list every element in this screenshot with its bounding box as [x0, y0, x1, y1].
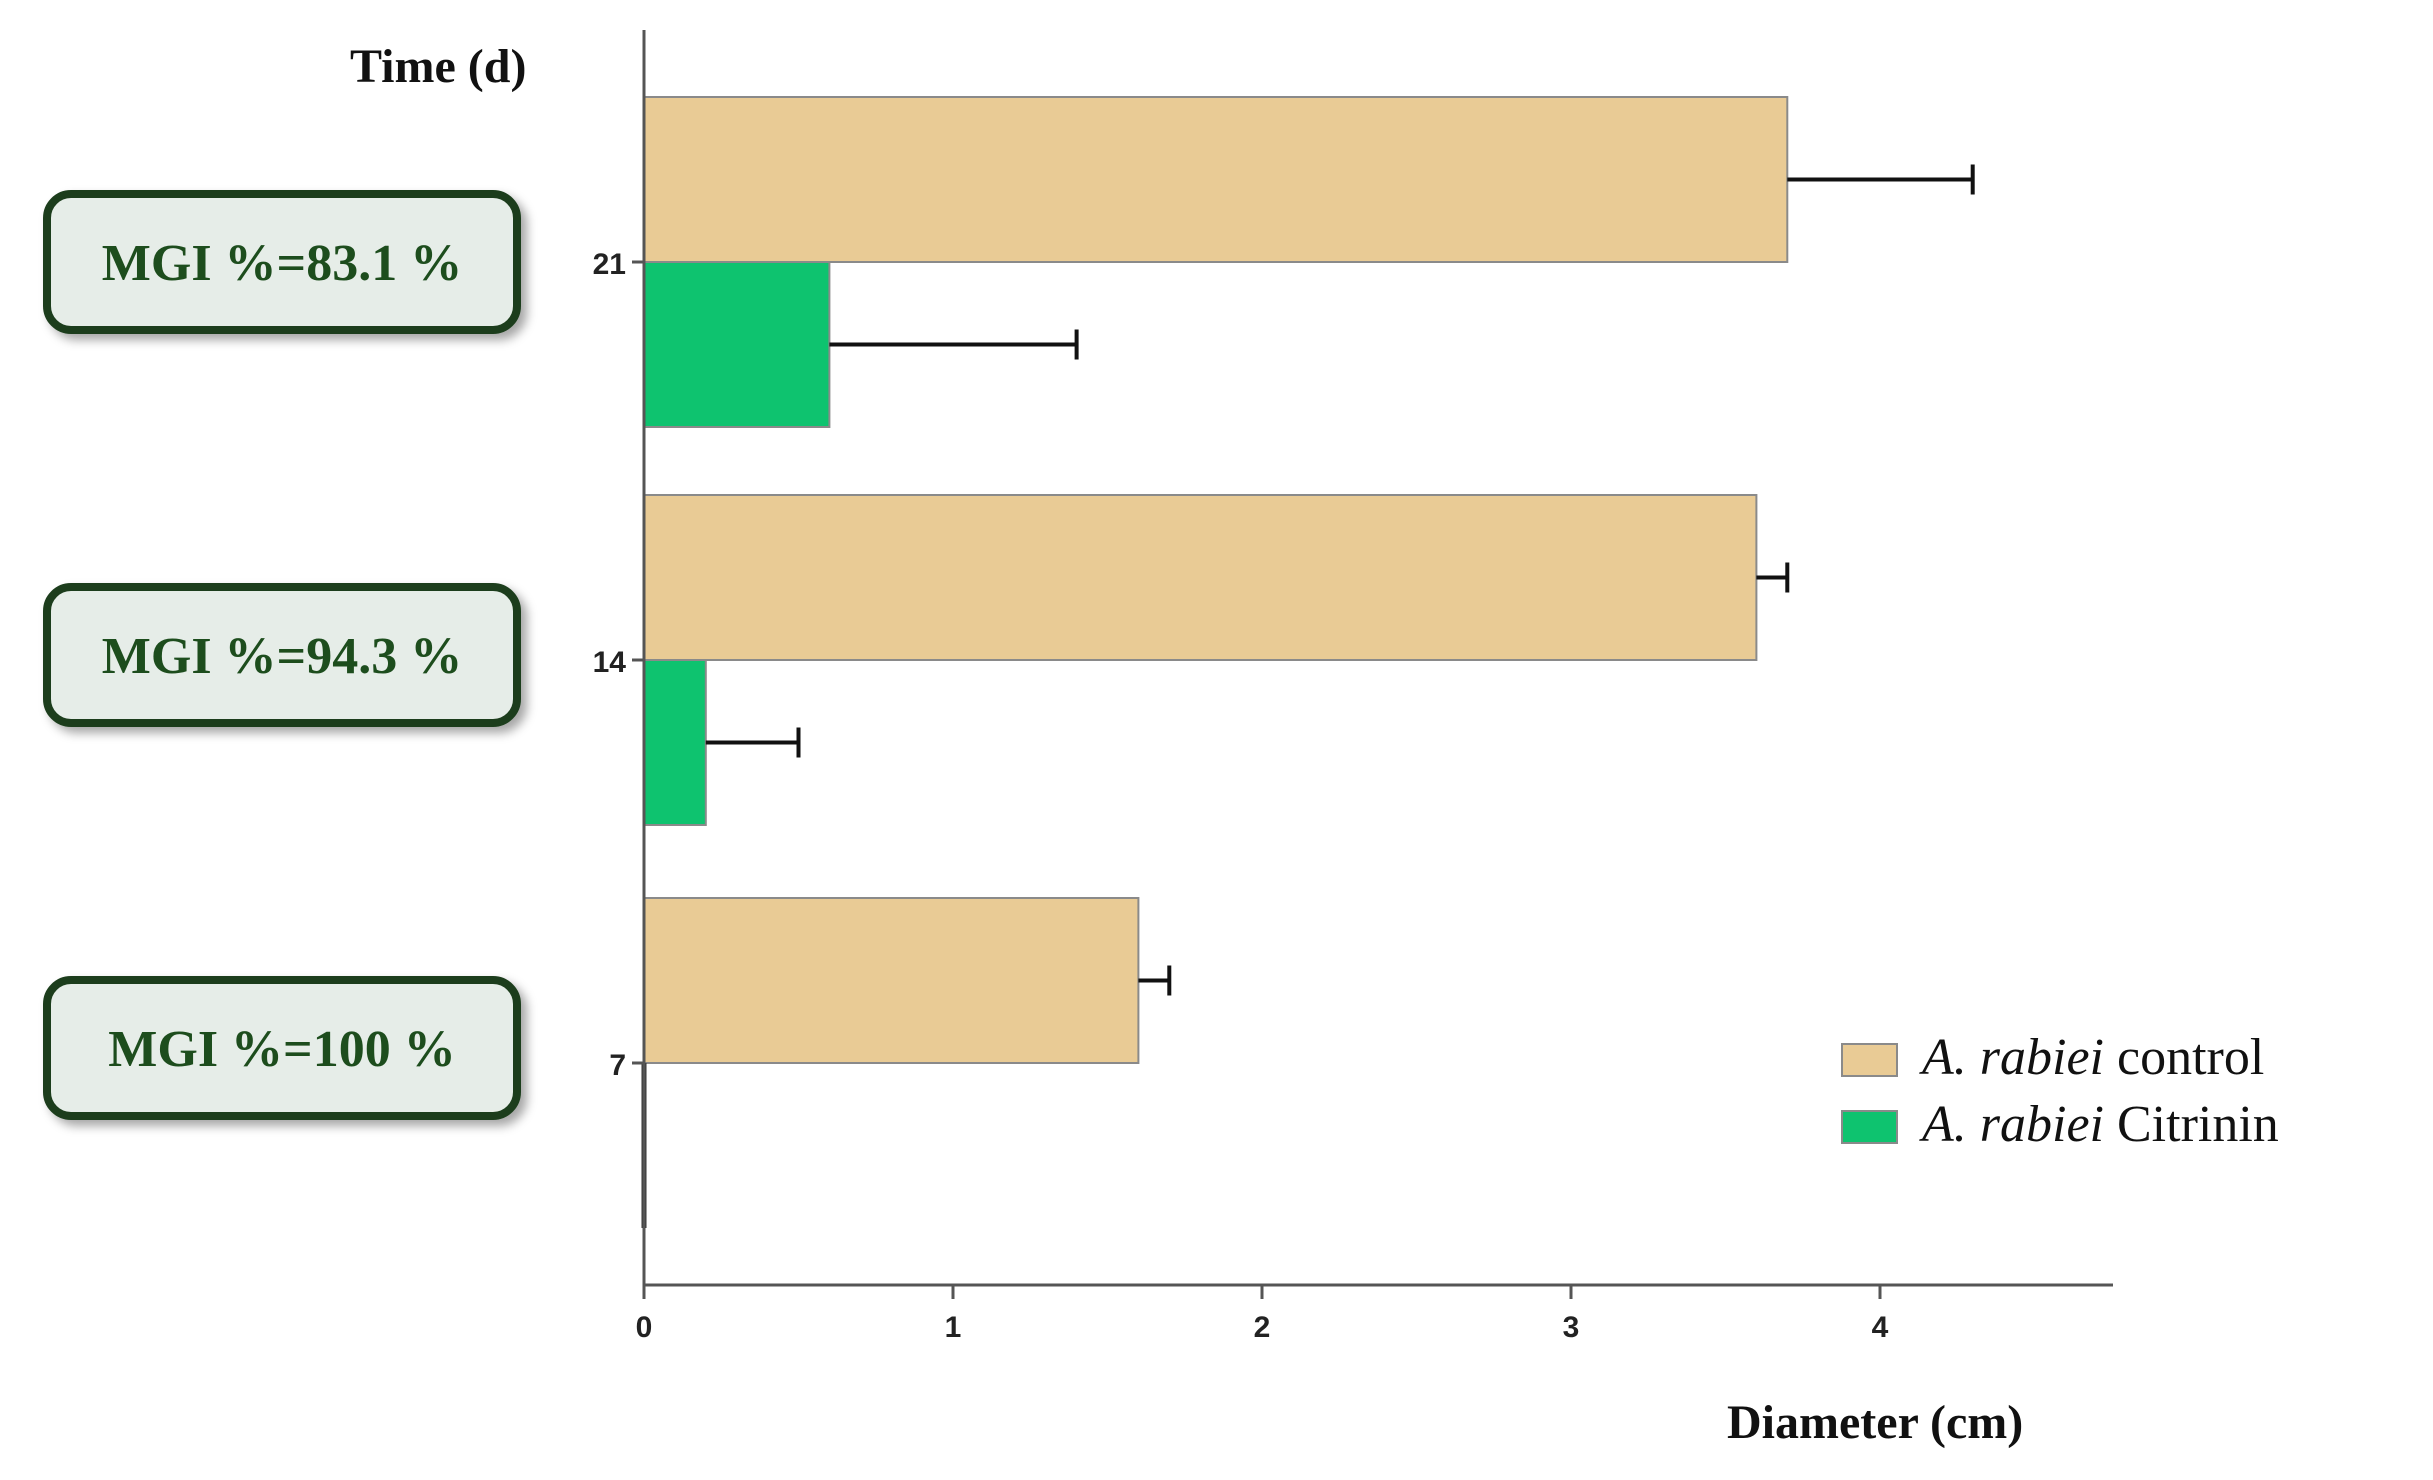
y-tick-label-21: 21	[593, 248, 626, 281]
legend-label-plain: control	[2104, 1029, 2264, 1086]
legend-label: A. rabiei Citrinin	[1919, 1096, 2279, 1153]
bar-citrinin-21	[643, 261, 831, 428]
mgi-annotation-box: MGI %=83.1 %	[43, 190, 521, 334]
y-tick-label-7: 7	[609, 1049, 626, 1082]
mgi-annotation-box: MGI %=100 %	[43, 976, 521, 1120]
x-tick-label-2: 2	[1254, 1311, 1271, 1344]
mgi-annotation-text: MGI %=94.3 %	[102, 628, 462, 685]
mgi-annotation-box: MGI %=94.3 %	[43, 583, 521, 727]
x-tick-label-0: 0	[636, 1311, 653, 1344]
mgi-annotation-frame	[43, 976, 521, 1120]
bar-control-7	[643, 897, 1140, 1064]
mgi-annotation-text: MGI %=83.1 %	[102, 235, 462, 292]
error-bars-layer	[705, 164, 1975, 996]
x-tick-label-3: 3	[1563, 1311, 1580, 1344]
legend-label-italic: A. rabiei	[1919, 1029, 2104, 1086]
y-tick-label-14: 14	[593, 646, 627, 679]
legend-label-italic: A. rabiei	[1919, 1096, 2104, 1153]
annotations-layer: MGI %=83.1 % MGI %=94.3 % MGI %=100 %	[43, 190, 521, 1120]
legend-item-citrinin: A. rabiei Citrinin	[1841, 1096, 2279, 1153]
mgi-annotation-frame	[43, 190, 521, 334]
y-axis-title: Time (d)	[350, 40, 526, 93]
legend-swatch	[1841, 1043, 1898, 1077]
bar-citrinin-14	[643, 659, 707, 826]
legend-item-control: A. rabiei control	[1841, 1029, 2264, 1086]
mgi-annotation-frame	[43, 583, 521, 727]
legend-label: A. rabiei control	[1919, 1029, 2264, 1086]
legend-label-plain: Citrinin	[2104, 1096, 2279, 1153]
bars-layer	[641, 96, 1789, 1228]
x-ticks-layer: 0 1 2 3 4	[636, 1285, 1889, 1344]
x-tick-label-4: 4	[1872, 1311, 1889, 1344]
x-tick-label-1: 1	[945, 1311, 962, 1344]
bar-control-14	[643, 494, 1758, 661]
mgi-annotation-text: MGI %=100 %	[108, 1021, 455, 1078]
x-axis-title: Diameter (cm)	[1727, 1396, 2023, 1449]
legend-swatch	[1841, 1110, 1898, 1144]
bar-control-21	[643, 96, 1789, 263]
y-ticks-layer: 21 14 7	[593, 248, 644, 1082]
